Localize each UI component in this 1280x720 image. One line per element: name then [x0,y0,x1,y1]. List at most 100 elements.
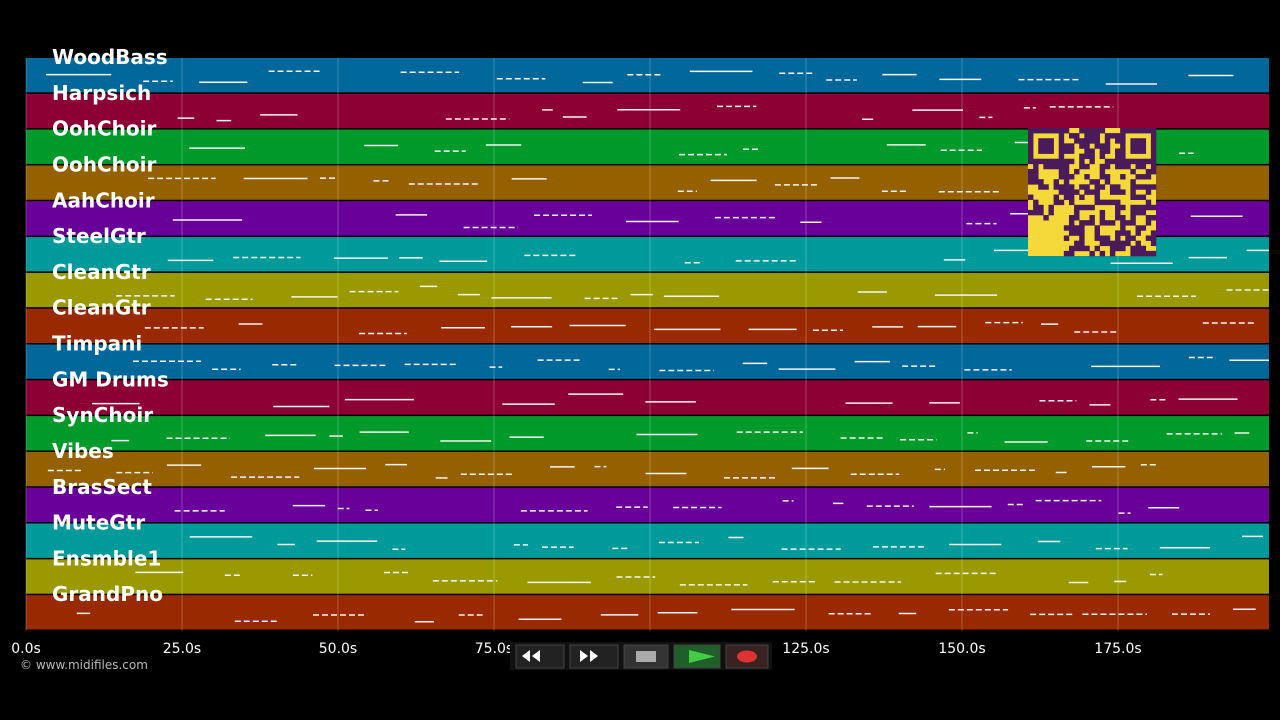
qr-cell [1079,240,1085,247]
qr-cell [1068,184,1075,190]
track-name: Vibes [52,439,114,463]
qr-cell [1135,230,1141,236]
qr-cell [1120,138,1126,144]
qr-cell [1053,158,1060,165]
qr-cell [1074,189,1080,195]
qr-cell [1089,250,1095,257]
qr-cell [1130,250,1136,257]
qr-cell [1150,158,1157,165]
labels: WoodBass Harpsich OohChoir OohChoir AahChoir… [52,45,169,606]
qr-cell [1028,133,1034,139]
qr-cell [1079,204,1085,211]
qr-cell [1053,179,1060,185]
qr-cell [1099,143,1106,149]
qr-cell [1048,148,1054,154]
qr-cell [1058,143,1065,149]
qr-cell [1109,240,1116,247]
forward-button[interactable] [569,644,619,669]
qr-cell [1048,209,1054,216]
qr-cell [1074,225,1080,231]
x-tick-label: 0.0s [11,641,41,657]
qr-cell [1068,225,1075,231]
qr-cell [1135,240,1141,247]
qr-cell [1115,153,1121,160]
qr-cell [1150,138,1157,144]
rewind-button[interactable] [515,644,565,669]
qr-cell [1104,133,1111,139]
qr-cell [1094,194,1100,200]
qr-cell [1063,250,1070,257]
qr-cell [1094,225,1100,231]
qr-cell [1145,215,1152,221]
track-name: OohChoir [52,152,156,176]
qr-cell [1135,148,1141,154]
qr-cell [1084,204,1090,211]
qr-cell [1038,143,1044,149]
qr-cell [1150,230,1157,236]
qr-cell [1130,189,1136,195]
qr-cell [1079,153,1085,160]
qr-cell [1028,179,1034,185]
copyright: © www.midifiles.com [20,658,148,672]
play-button[interactable] [673,644,721,669]
qr-cell [1104,138,1111,144]
qr-cell [1063,148,1070,154]
qr-cell [1130,220,1136,226]
qr-cell [1079,138,1085,144]
x-tick-label: 175.0s [1094,641,1141,657]
qr-cell [1028,143,1034,149]
track-name: Harpsich [52,81,151,105]
qr-cell [1145,250,1152,257]
qr-cell [1120,240,1126,247]
qr-cell [1033,204,1039,211]
record-button[interactable] [725,644,769,669]
qr-cell [1145,158,1152,165]
qr-cell [1089,128,1095,134]
track-band [26,93,1269,129]
grid [25,58,1119,631]
qr-cell [1115,240,1121,247]
qr-cell [1089,179,1095,185]
qr-cell [1099,184,1106,190]
qr-cell [1063,168,1070,175]
track-band [26,380,1269,415]
qr-cell [1099,153,1106,160]
qr-cell [1079,128,1085,134]
qr-cell [1063,225,1070,231]
qr-cell [1104,174,1111,180]
qr-cell [1104,158,1111,165]
qr-cell [1094,128,1100,134]
qr-cell [1084,174,1090,180]
qr-cell [1135,204,1141,211]
qr-cell [1058,184,1065,190]
qr-cell [1053,199,1060,206]
qr-cell [1084,148,1090,154]
qr-cell [1140,250,1147,257]
qr-cell [1140,245,1147,252]
qr-cell [1058,128,1065,134]
qr-cell [1043,138,1049,144]
qr-cell [1063,174,1070,180]
qr-cell [1033,209,1039,216]
qr-cell [1115,163,1121,170]
qr-cell [1125,240,1131,247]
qr-cell [1068,133,1075,139]
track-band [26,451,1269,487]
qr-cell [1150,148,1157,154]
qr-cell [1120,148,1126,154]
track-name: CleanGtr [52,260,151,284]
qr-cell [1028,209,1034,216]
qr-cell [1079,225,1085,231]
stop-button[interactable] [623,644,669,669]
qr-cell [1084,153,1090,160]
qr-cell [1028,194,1034,200]
qr-cell [1089,158,1095,165]
qr-cell [1135,245,1141,252]
qr-cell [1140,143,1147,149]
qr-cell [1099,240,1106,247]
qr-cell [1089,215,1095,221]
qr-cell [1089,220,1095,226]
qr-cell [1115,204,1121,211]
qr-cell [1033,128,1039,134]
track-band [26,523,1269,558]
